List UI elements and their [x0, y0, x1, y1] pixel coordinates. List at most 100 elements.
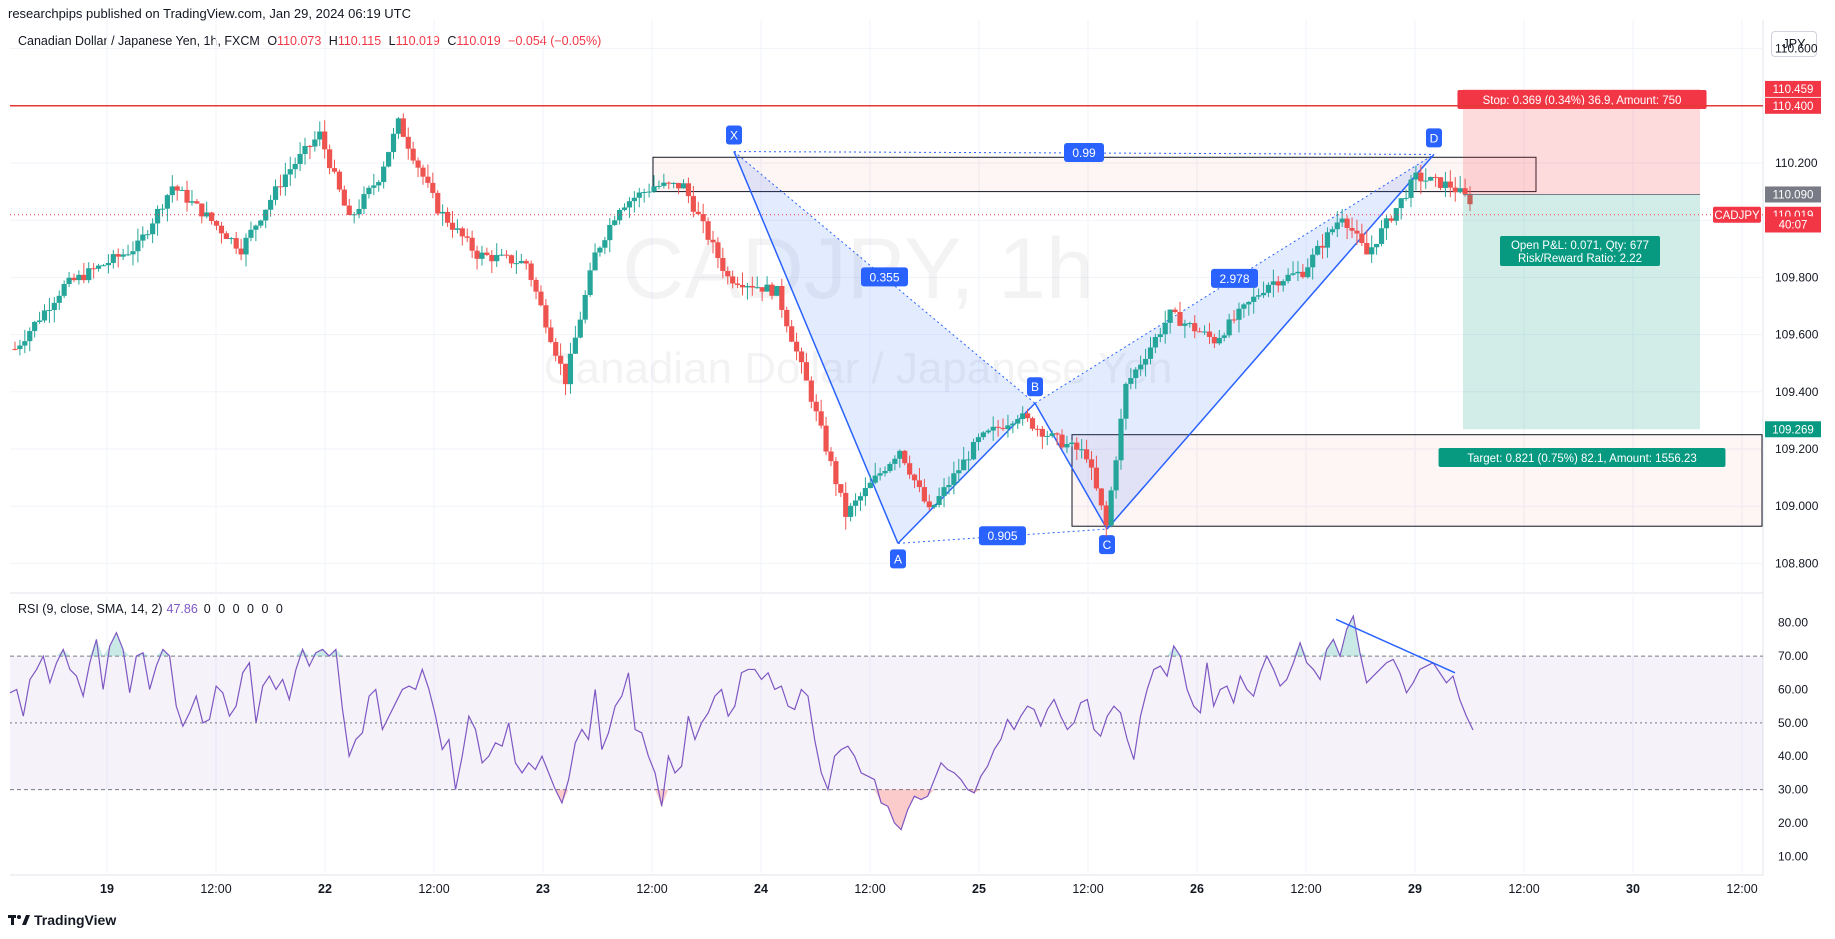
candle-body: [1364, 243, 1370, 255]
candle-body: [1034, 428, 1041, 430]
candle-body: [1226, 319, 1232, 336]
candle-body: [248, 229, 254, 238]
candle-body: [651, 186, 657, 192]
high-label: H: [328, 34, 338, 48]
candle-body: [749, 286, 755, 288]
candle-body: [1374, 243, 1380, 248]
pattern-point-badge: [1027, 377, 1043, 397]
tradingview-brand[interactable]: TradingView: [8, 912, 116, 928]
candle-body: [115, 254, 121, 257]
candle-body: [1167, 309, 1173, 323]
candle-body: [12, 348, 18, 350]
harmonic-pattern[interactable]: X A B C D 0.99 0.355 0.905 2.978: [726, 125, 1442, 569]
candle-body: [385, 152, 392, 167]
candle-body: [975, 437, 982, 443]
candle-body: [95, 265, 102, 269]
rsi-overbought-fill: [1173, 646, 1181, 657]
candle-body: [862, 487, 868, 497]
candle-body: [1029, 418, 1036, 429]
rsi-oversold-fill: [881, 789, 888, 807]
candle-body: [140, 234, 146, 241]
short-position-tool[interactable]: Stop: 0.369 (0.34%) 36.9, Amount: 750 Ope…: [1438, 88, 1726, 467]
pattern-leg: [1106, 153, 1435, 530]
candle-body: [621, 207, 628, 210]
candle-body: [528, 263, 534, 280]
target-label-bg: [1438, 448, 1726, 467]
currency-button[interactable]: JPY: [1771, 31, 1817, 57]
candle-body: [184, 189, 190, 203]
candle-body: [710, 239, 716, 243]
pnl-label: Open P&L: 0.071, Qty: 677: [1511, 240, 1649, 252]
rsi-oversold-fill: [661, 789, 669, 807]
rsi-overbought-fill: [322, 649, 330, 657]
pattern-point-badge: [1099, 535, 1115, 555]
candle-body: [1344, 218, 1350, 228]
candle-body: [1138, 364, 1144, 370]
rsi-overbought-fill: [1353, 616, 1360, 657]
candle-body: [479, 252, 485, 259]
y-tick-label: 108.800: [1775, 556, 1819, 570]
candle-body: [263, 209, 269, 221]
tradingview-logo-icon: [8, 915, 30, 925]
candle-body: [508, 255, 515, 264]
candle-body: [1059, 434, 1065, 448]
rsi-overbought-fill: [309, 652, 316, 657]
time-axis[interactable]: 19 12:00 22 12:00 23 12:00 24 12:00 25 12:00 26 12:…: [100, 882, 1758, 896]
pattern-point-label: A: [894, 552, 902, 566]
x-tick-label: 23: [536, 882, 550, 896]
candle-body: [995, 426, 1001, 428]
price-label-bg: [1765, 421, 1821, 438]
candle-body: [808, 380, 814, 402]
candle-body: [1069, 442, 1075, 445]
candle-body: [656, 185, 662, 187]
candle-body: [661, 182, 667, 186]
candle-body: [135, 240, 141, 252]
candle-body: [76, 274, 82, 281]
candle-body: [730, 276, 736, 284]
rsi-oversold-fill: [967, 789, 975, 793]
y-tick-label: 109.400: [1775, 385, 1819, 399]
candle-body: [1452, 187, 1458, 193]
rsi-overbought-fill: [302, 649, 310, 657]
candle-body: [744, 286, 751, 288]
candle-body: [867, 482, 873, 488]
rsi-overbought-fill: [1167, 646, 1174, 657]
price-label: 110.400: [1773, 101, 1814, 113]
x-tick-label: 12:00: [1072, 882, 1103, 896]
candle-body: [1201, 331, 1208, 333]
resistance-line[interactable]: [10, 105, 1763, 216]
rsi-overbought-fill: [116, 632, 124, 657]
candle-body: [951, 473, 957, 485]
candle-body: [553, 342, 559, 356]
candle-body: [956, 470, 962, 474]
rsi-tick-label: 50.00: [1778, 716, 1808, 730]
candle-body: [931, 504, 937, 508]
candle-body: [381, 166, 387, 183]
candle-body: [287, 169, 293, 175]
rsi-tick-label: 40.00: [1778, 749, 1808, 763]
price-axis[interactable]: 110.600110.400110.200110.000109.800109.6…: [1775, 42, 1819, 571]
pnl-box: [1500, 236, 1660, 266]
candle-body: [400, 118, 406, 137]
candle-body: [268, 199, 274, 210]
rsi-legend: RSI (9, close, SMA, 14, 2) 47.86 0 0 0 0 0…: [18, 602, 285, 616]
rsi-tick-label: 20.00: [1778, 816, 1808, 830]
candle-body: [1216, 337, 1222, 344]
candle-body: [1236, 308, 1242, 320]
candle-body: [1437, 177, 1444, 188]
candle-body: [410, 148, 416, 161]
x-tick-label: 26: [1190, 882, 1204, 896]
candle-body: [1423, 180, 1429, 182]
price-label: 109.269: [1772, 424, 1814, 436]
candle-body: [857, 496, 864, 501]
pattern-ratio-line: [733, 151, 1036, 404]
candle-body: [351, 214, 357, 216]
candle-body: [1310, 254, 1316, 268]
candle-body: [371, 185, 377, 188]
candle-body: [838, 484, 844, 493]
candle-body: [130, 251, 136, 255]
candle-body: [1334, 222, 1340, 230]
candle-body: [189, 201, 195, 203]
candle-body: [120, 254, 126, 257]
